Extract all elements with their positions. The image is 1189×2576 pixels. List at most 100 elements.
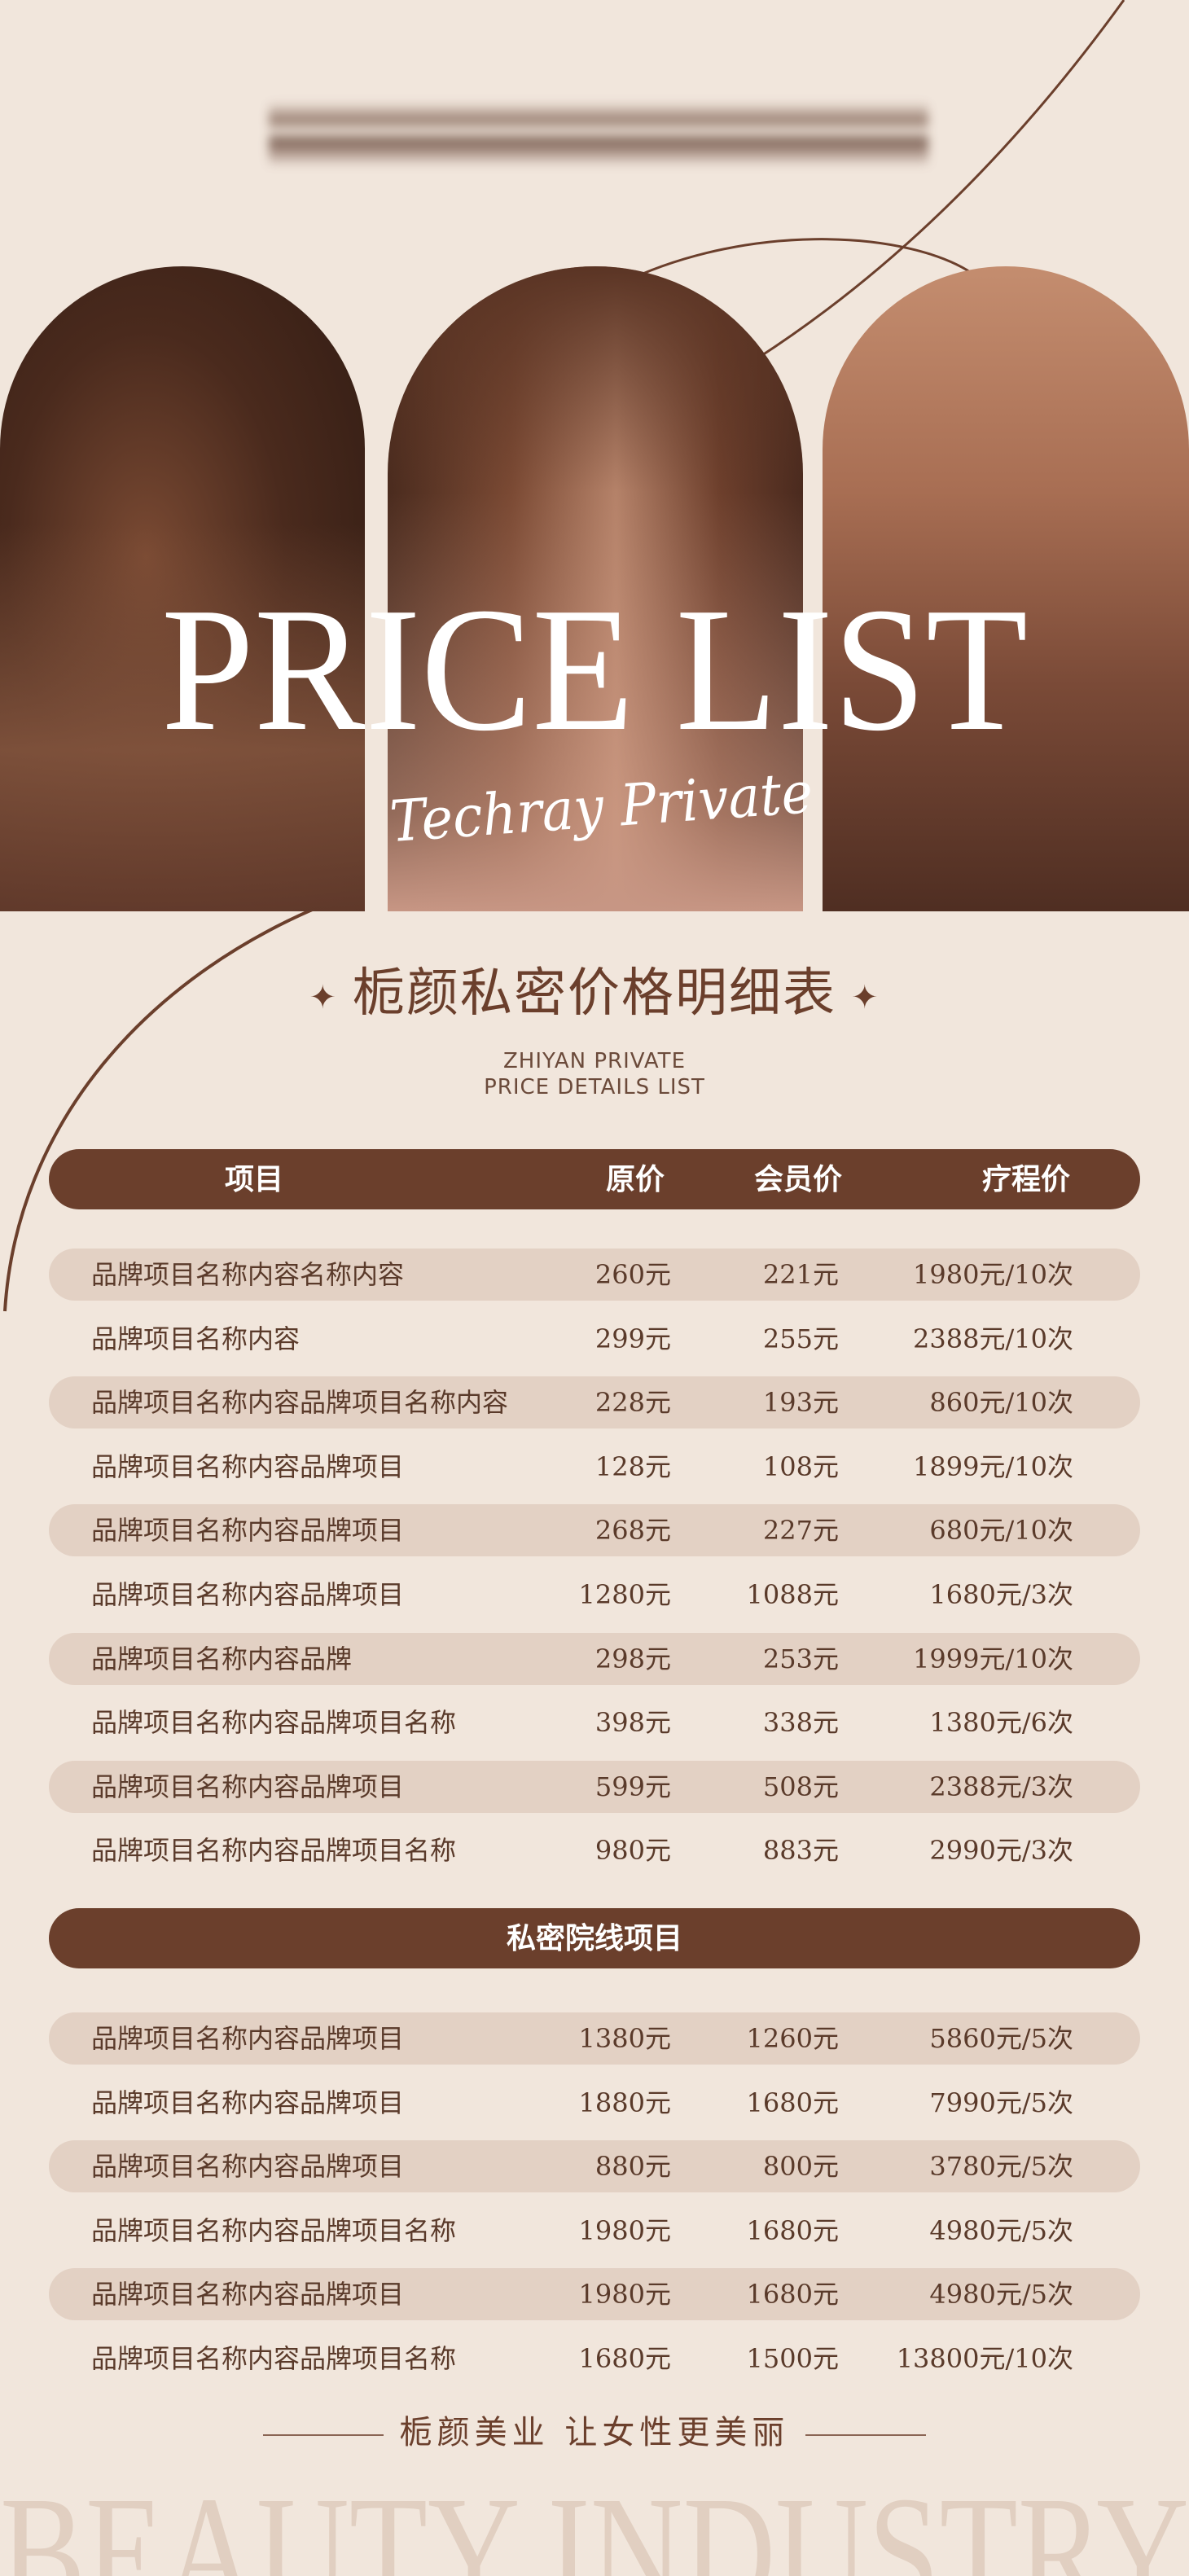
- divider-line: [262, 2434, 384, 2436]
- item-name: 品牌项目名称内容品牌项目: [91, 2023, 405, 2054]
- table-row: 品牌项目名称内容品牌 298元 253元 1999元/10次: [49, 1632, 1140, 1685]
- member-price: 1260元: [746, 2023, 839, 2054]
- item-name: 品牌项目名称内容品牌项目名称内容: [91, 1387, 509, 1419]
- course-price: 680元/10次: [929, 1515, 1073, 1547]
- header-course-price: 疗程价: [982, 1162, 1071, 1196]
- course-price: 1899元/10次: [913, 1450, 1073, 1482]
- table-row: 品牌项目名称内容品牌项目 599元 508元 2388元/3次: [49, 1760, 1140, 1813]
- table-row: 品牌项目名称内容品牌项目名称 980元 883元 2990元/3次: [49, 1824, 1140, 1876]
- member-price: 227元: [762, 1515, 839, 1547]
- curve-line-left: [3, 902, 327, 1312]
- table-row: 品牌项目名称内容品牌项目 1980元 1680元 4980元/5次: [49, 2268, 1140, 2321]
- course-price: 2388元/10次: [913, 1323, 1073, 1354]
- course-price: 13800元/10次: [896, 2343, 1073, 2374]
- course-price: 3780元/5次: [929, 2151, 1073, 2183]
- item-name: 品牌项目名称内容品牌项目: [91, 2279, 405, 2311]
- hero-script-subtitle: Techray Private: [388, 759, 814, 855]
- hero-title: PRICE LIST: [161, 572, 1028, 768]
- member-price: 1680元: [746, 2087, 839, 2118]
- arch-image-left: [0, 266, 365, 911]
- table-row: 品牌项目名称内容 299元 255元 2388元/10次: [49, 1313, 1140, 1365]
- original-price: 1880元: [578, 2087, 671, 2118]
- course-price: 1680元/3次: [929, 1579, 1073, 1610]
- section-title: 私密院线项目: [506, 1921, 682, 1955]
- course-price: 2990元/3次: [929, 1835, 1073, 1867]
- member-price: 193元: [762, 1387, 839, 1419]
- arch-image-center: [388, 266, 803, 911]
- original-price: 1980元: [578, 2214, 671, 2246]
- member-price: 800元: [762, 2151, 839, 2183]
- course-price: 7990元/5次: [929, 2087, 1073, 2118]
- original-price: 1280元: [578, 1579, 671, 1610]
- member-price: 1680元: [746, 2279, 839, 2311]
- item-name: 品牌项目名称内容品牌项目: [91, 1579, 405, 1610]
- item-name: 品牌项目名称内容名称内容: [91, 1259, 405, 1290]
- member-price: 338元: [762, 1707, 839, 1739]
- item-name: 品牌项目名称内容品牌项目: [91, 1450, 405, 1482]
- item-name: 品牌项目名称内容品牌项目名称: [91, 1835, 457, 1867]
- course-price: 1980元/10次: [913, 1259, 1073, 1290]
- original-price: 980元: [594, 1835, 671, 1867]
- course-price: 1380元/6次: [929, 1707, 1073, 1739]
- member-price: 508元: [762, 1771, 839, 1802]
- course-price: 1999元/10次: [913, 1643, 1073, 1674]
- item-name: 品牌项目名称内容品牌项目名称: [91, 2214, 457, 2246]
- arch-image-right: [823, 266, 1189, 911]
- header-item: 项目: [225, 1162, 284, 1196]
- table-row: 品牌项目名称内容品牌项目 1880元 1680元 7990元/5次: [49, 2077, 1140, 2129]
- item-name: 品牌项目名称内容品牌项目: [91, 1771, 405, 1802]
- item-name: 品牌项目名称内容: [91, 1323, 301, 1354]
- course-price: 2388元/3次: [929, 1771, 1073, 1802]
- item-name: 品牌项目名称内容品牌项目: [91, 1515, 405, 1547]
- header-member-price: 会员价: [754, 1162, 843, 1196]
- original-price: 1380元: [578, 2023, 671, 2054]
- subtitle-line-2: PRICE DETAILS LIST: [484, 1075, 705, 1099]
- member-price: 1088元: [746, 1579, 839, 1610]
- table-row: 品牌项目名称内容品牌项目名称 1980元 1680元 4980元/5次: [49, 2205, 1140, 2257]
- table-row: 品牌项目名称内容品牌项目名称内容 228元 193元 860元/10次: [49, 1376, 1140, 1429]
- hero-text: PRICE LIST Techray Private: [161, 572, 1028, 855]
- member-price: 1500元: [746, 2343, 839, 2374]
- subtitle-line-1: ZHIYAN PRIVATE: [502, 1049, 686, 1073]
- slogan-text: 栀颜美业 让女性更美丽: [399, 2414, 790, 2451]
- table-row: 品牌项目名称内容品牌项目 1380元 1260元 5860元/5次: [49, 2012, 1140, 2065]
- table-row: 品牌项目名称内容品牌项目 880元 800元 3780元/5次: [49, 2140, 1140, 2193]
- original-price: 398元: [594, 1707, 671, 1739]
- table-row: 品牌项目名称内容品牌项目 1280元 1088元 1680元/3次: [49, 1569, 1140, 1621]
- original-price: 599元: [594, 1771, 671, 1802]
- original-price: 128元: [594, 1450, 671, 1482]
- course-price: 860元/10次: [929, 1387, 1073, 1419]
- sparkle-icon: ✦: [851, 978, 880, 1016]
- course-price: 5860元/5次: [929, 2023, 1073, 2054]
- original-price: 1680元: [578, 2343, 671, 2374]
- table-row: 品牌项目名称内容名称内容 260元 221元 1980元/10次: [49, 1249, 1140, 1301]
- original-price: 1980元: [578, 2279, 671, 2311]
- item-name: 品牌项目名称内容品牌项目: [91, 2087, 405, 2118]
- table-row: 品牌项目名称内容品牌项目 128元 108元 1899元/10次: [49, 1441, 1140, 1493]
- header-original-price: 原价: [606, 1162, 665, 1196]
- original-price: 228元: [594, 1387, 671, 1419]
- page-title: ✦ 栀颜私密价格明细表 ✦: [0, 961, 1189, 1030]
- member-price: 255元: [762, 1323, 839, 1354]
- footer-slogan: 栀颜美业 让女性更美丽: [0, 2412, 1189, 2453]
- course-price: 4980元/5次: [929, 2214, 1073, 2246]
- background-watermark-word: BEAUTY INDUSTRY: [0, 2464, 1189, 2576]
- sparkle-icon: ✦: [309, 978, 338, 1016]
- member-price: 883元: [762, 1835, 839, 1867]
- original-price: 260元: [594, 1259, 671, 1290]
- item-name: 品牌项目名称内容品牌项目: [91, 2151, 405, 2183]
- divider-line: [805, 2434, 927, 2436]
- section-header: 私密院线项目: [49, 1908, 1140, 1968]
- page-title-text: 栀颜私密价格明细表: [353, 963, 836, 1024]
- table-row: 品牌项目名称内容品牌项目 268元 227元 680元/10次: [49, 1504, 1140, 1557]
- item-name: 品牌项目名称内容品牌: [91, 1643, 353, 1674]
- original-price: 268元: [594, 1515, 671, 1547]
- background-watermark: BEAUTY INDUSTRY: [0, 2464, 1189, 2576]
- table-header: 项目 原价 会员价 疗程价: [49, 1149, 1140, 1209]
- original-price: 298元: [594, 1643, 671, 1674]
- table-row: 品牌项目名称内容品牌项目名称 398元 338元 1380元/6次: [49, 1696, 1140, 1749]
- table-row: 品牌项目名称内容品牌项目名称 1680元 1500元 13800元/10次: [49, 2332, 1140, 2385]
- original-price: 880元: [594, 2151, 671, 2183]
- course-price: 4980元/5次: [929, 2279, 1073, 2311]
- original-price: 299元: [594, 1323, 671, 1354]
